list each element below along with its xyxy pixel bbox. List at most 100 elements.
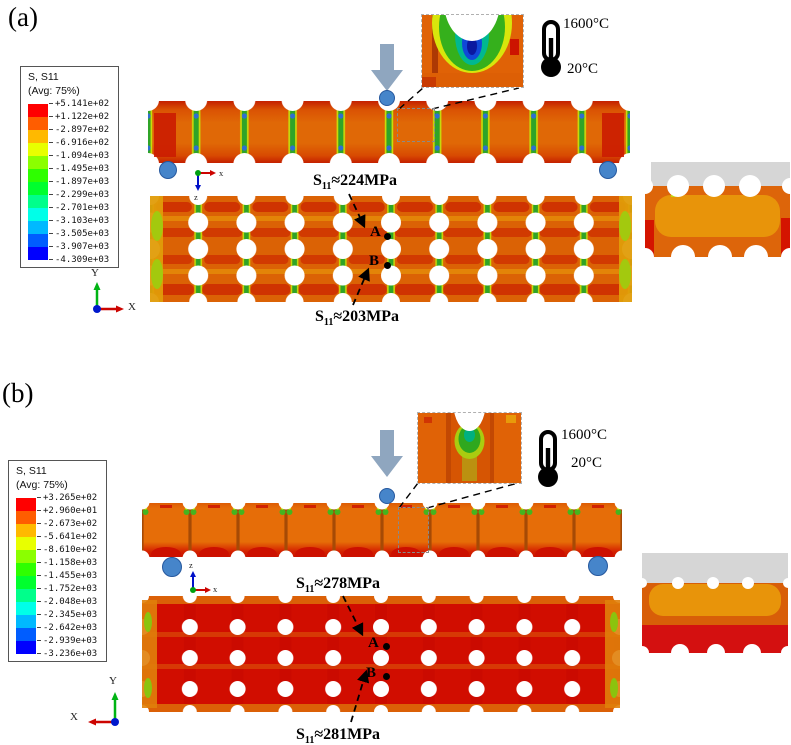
legend-b-subtitle: (Avg: 75%) [16,479,68,491]
axis-x-label-corner-a: X [128,301,136,313]
legend-a-swatch [28,234,48,247]
axis-y-label-corner-b: Y [109,675,117,687]
section-view-a [645,162,790,257]
stress-annotation-a-top: S11≈224MPa [313,172,398,193]
legend-a-swatch [28,117,48,130]
legend-a: S, S11 (Avg: 75%) +5.141e+02 +1.122e+02 … [20,66,119,268]
legend-a-swatch [28,247,48,260]
point-b-label-b: B [366,665,377,681]
axis-x-label-corner-b: X [70,711,78,723]
stress-annotation-b-top: S11≈278MPa [296,575,381,596]
panel-b-label: (b) [2,378,34,408]
legend-a-title: S, S11 [28,71,59,83]
legend-b-tick: -1.752e+03 [37,583,97,595]
legend-a-tick: -2.701e+03 [49,202,109,214]
load-point-marker-b [379,488,395,504]
axis-z-label-mid-b: z [189,560,193,570]
thermometer-icon [538,430,558,487]
legend-b-tick: -8.610e+02 [37,544,97,556]
point-a-dot-b [383,643,390,650]
legend-a-tick: -1.897e+03 [49,176,109,188]
legend-b-swatch [16,511,36,524]
temp-cold-label-b: 20°C [571,455,603,471]
legend-b: S, S11 (Avg: 75%) +3.265e+02 +2.960e+01 … [8,460,107,662]
zoom-region-box-a [397,108,435,142]
panel-a-label: (a) [8,2,38,32]
legend-b-swatch [16,524,36,537]
legend-b-tick: -1.455e+03 [37,570,97,582]
legend-b-tick: -2.939e+03 [37,635,97,647]
legend-a-swatch [28,182,48,195]
beam-bottom-contour-b [142,596,620,712]
legend-a-tick: -3.103e+03 [49,215,109,227]
legend-b-swatch [16,537,36,550]
legend-b-tick: -5.641e+02 [37,531,97,543]
section-view-b [642,553,788,653]
legend-b-tick: +3.265e+02 [37,492,97,504]
legend-a-subtitle: (Avg: 75%) [28,85,80,97]
point-a-label-b: A [368,635,379,651]
legend-b-swatch [16,641,36,654]
axis-triad-corner-b [88,692,119,726]
legend-a-swatch [28,156,48,169]
legend-b-title: S, S11 [16,465,47,477]
legend-b-swatch [16,628,36,641]
legend-a-swatch [28,104,48,117]
stress-annotation-b-bottom: S11≈281MPa [296,726,381,745]
axis-y-label-corner-a: Y [91,267,99,279]
legend-a-swatch [28,143,48,156]
legend-a-swatch [28,169,48,182]
stress-annotation-a-bottom: S11≈203MPa [315,308,400,329]
legend-a-tick: -4.309e+03 [49,254,109,266]
legend-a-tick: -1.495e+03 [49,163,109,175]
axis-z-label-mid-a: z [194,192,198,202]
legend-a-tick: +1.122e+02 [49,111,109,123]
axis-x-label-mid-b: x [213,584,218,594]
temp-cold-label-a: 20°C [567,61,599,77]
axis-x-label-mid-a: x [219,168,224,178]
legend-b-swatch [16,563,36,576]
point-b-dot-a [384,262,391,269]
beam-front-contour-b [142,503,622,557]
legend-b-tick: -1.158e+03 [37,557,97,569]
legend-a-tick: -2.299e+03 [49,189,109,201]
axis-triad-mid-a [195,170,216,191]
beam-front-contour-a [148,101,630,163]
point-a-dot-a [384,233,391,240]
point-b-label-a: B [369,253,380,269]
inset-contour-a [422,0,523,87]
legend-a-swatch [28,208,48,221]
legend-b-swatch [16,498,36,511]
legend-b-swatch [16,615,36,628]
legend-b-swatch [16,602,36,615]
legend-a-tick: -3.505e+03 [49,228,109,240]
support-marker-a-right [599,161,617,179]
beam-bottom-contour-a [150,196,632,302]
zoom-region-box-b [398,507,429,553]
point-a-label-a: A [370,224,381,240]
inset-contour-b [418,377,521,483]
legend-b-tick: -2.673e+02 [37,518,97,530]
support-marker-a-left [159,161,177,179]
load-arrow-icon [371,44,403,91]
support-marker-b-right [588,556,608,576]
legend-a-tick: -1.094e+03 [49,150,109,162]
load-point-marker-a [379,90,395,106]
legend-b-swatch [16,576,36,589]
temp-hot-label-b: 1600°C [561,427,608,443]
axis-triad-corner-a [93,282,124,313]
axis-triad-mid-b [190,571,211,593]
legend-a-tick: +5.141e+02 [49,98,109,110]
legend-b-tick: -2.048e+03 [37,596,97,608]
legend-a-swatch [28,221,48,234]
legend-a-tick: -6.916e+02 [49,137,109,149]
zoom-inset-b [417,377,522,484]
legend-b-tick: +2.960e+01 [37,505,97,517]
legend-a-tick: -2.897e+02 [49,124,109,136]
point-b-dot-b [383,673,390,680]
legend-a-swatch [28,130,48,143]
zoom-inset-a [421,0,524,88]
legend-b-tick: -2.642e+03 [37,622,97,634]
legend-a-tick: -3.907e+03 [49,241,109,253]
